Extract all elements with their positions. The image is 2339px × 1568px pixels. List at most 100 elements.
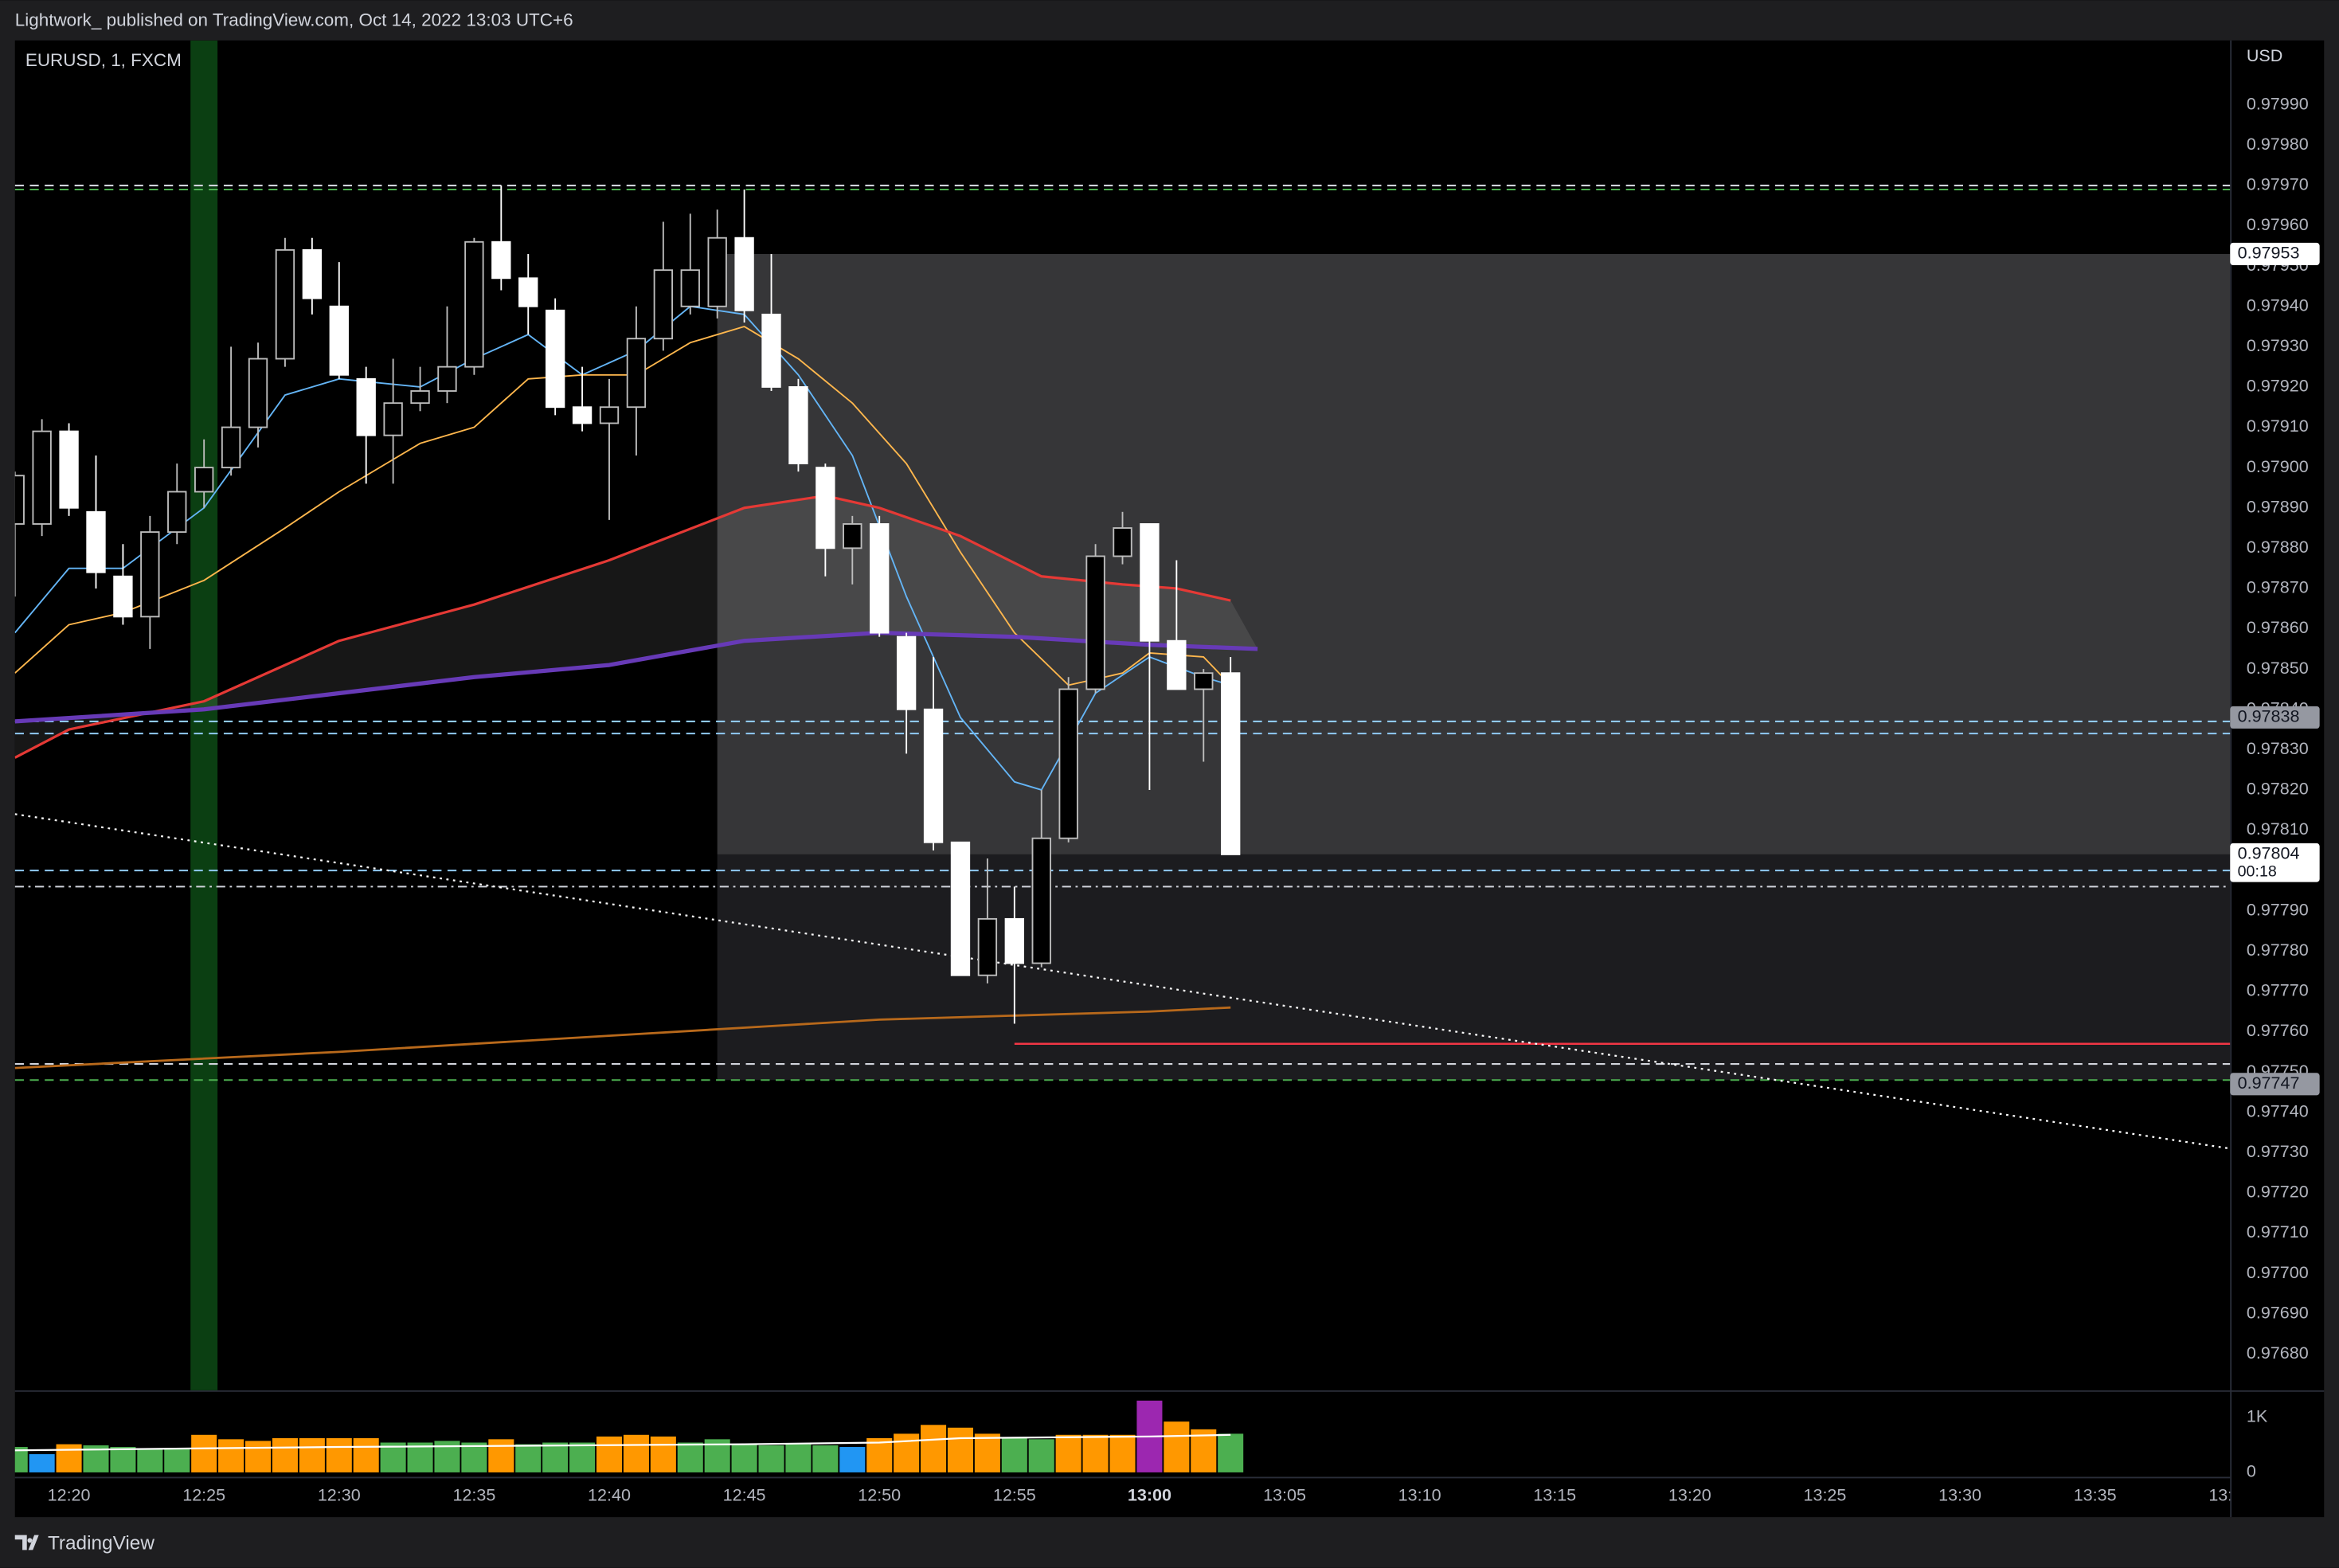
candle-body — [788, 386, 808, 465]
y-tick-label: 0.97880 — [2247, 538, 2309, 557]
y-tick-label: 0.97680 — [2247, 1343, 2309, 1363]
candle-body — [950, 841, 971, 976]
candle-body — [680, 269, 700, 307]
candle-body — [545, 309, 565, 409]
candle-body — [248, 358, 268, 428]
volume-bar — [677, 1442, 703, 1472]
volume-bar — [137, 1449, 163, 1472]
x-tick-label: 13:35 — [2074, 1486, 2117, 1505]
volume-bar — [326, 1437, 352, 1472]
ma-fill — [14, 495, 1258, 758]
y-tick-label: 0.97770 — [2247, 981, 2309, 1000]
volume-bar — [191, 1434, 217, 1472]
candle-body — [816, 467, 835, 549]
x-tick-label: 12:50 — [858, 1486, 901, 1505]
volume-bar — [894, 1433, 920, 1472]
y-tick-label: 0.97690 — [2247, 1303, 2309, 1322]
candle-body — [14, 475, 25, 525]
candle-body — [437, 366, 457, 392]
y-tick-label: 0.97960 — [2247, 215, 2309, 234]
logo — [14, 1535, 39, 1550]
candle-body — [896, 635, 917, 710]
x-tick-label: 12:55 — [993, 1486, 1036, 1505]
countdown-label: 00:18 — [2238, 863, 2277, 881]
candle-body — [572, 406, 593, 424]
volume-pane — [14, 1400, 1244, 1472]
volume-bar — [244, 1441, 272, 1472]
volume-bar — [623, 1434, 649, 1472]
volume-bar — [1164, 1421, 1190, 1472]
candle-body — [1031, 837, 1051, 964]
candle-body — [843, 523, 862, 549]
x-tick-label: 13:00 — [1128, 1486, 1171, 1505]
volume-bar — [812, 1445, 839, 1472]
moving-average — [14, 494, 1231, 759]
candle-body — [86, 510, 106, 573]
candle-body — [599, 406, 620, 424]
price-label: 0.97804 — [2238, 844, 2300, 863]
candle-body — [1194, 672, 1214, 690]
zone — [717, 854, 2231, 1081]
currency-label: USD — [2247, 46, 2282, 65]
price-label-bg — [2230, 843, 2320, 882]
y-tick-label: 0.97870 — [2247, 578, 2309, 597]
candle-body — [1085, 555, 1105, 690]
price-pane — [14, 40, 2231, 1390]
y-tick-label: 0.97780 — [2247, 940, 2309, 960]
volume-bar — [515, 1444, 542, 1472]
volume-bar — [785, 1444, 812, 1472]
candle-body — [1140, 523, 1160, 642]
candle-body — [464, 240, 484, 368]
volume-bar — [353, 1437, 379, 1472]
symbol-label: EURUSD, 1, FXCM — [25, 50, 182, 70]
volume-bar — [1218, 1433, 1244, 1472]
candle-body — [923, 708, 944, 843]
volume-bar — [14, 1447, 28, 1472]
candle-body — [977, 917, 998, 976]
price-label: 0.97953 — [2238, 244, 2300, 263]
zone — [717, 253, 2231, 854]
y-tick-label: 0.97910 — [2247, 416, 2309, 436]
volume-bar — [839, 1447, 866, 1472]
candle-body — [518, 277, 538, 307]
y-tick-label: 0.97790 — [2247, 900, 2309, 919]
logo-mark — [14, 1535, 39, 1550]
volume-bar — [596, 1436, 623, 1472]
x-tick-label: 13:30 — [1938, 1486, 1981, 1505]
y-tick-label: 0.97900 — [2247, 457, 2309, 476]
x-tick-label: 13:25 — [1804, 1486, 1847, 1505]
candle-body — [1113, 527, 1132, 557]
volume-bar — [299, 1437, 325, 1472]
y-tick-label: 0.97850 — [2247, 659, 2309, 678]
candle-body — [626, 338, 647, 409]
price-label-bg — [2230, 706, 2320, 729]
x-tick-label: 13:15 — [1533, 1486, 1576, 1505]
y-tick-label: 0.97740 — [2247, 1101, 2309, 1120]
volume-bar — [569, 1442, 596, 1472]
y-tick-label: 0.97710 — [2247, 1222, 2309, 1241]
volume-bar — [110, 1447, 136, 1472]
y-tick-label: 0.97930 — [2247, 336, 2309, 355]
candle-body — [221, 426, 241, 469]
candle-body — [194, 467, 214, 493]
candle-body — [1058, 688, 1078, 839]
y-tick-label: 0.97730 — [2247, 1142, 2309, 1161]
y-tick-label: 0.97980 — [2247, 135, 2309, 154]
candle-body — [356, 377, 376, 436]
y-tick-label: 0.97820 — [2247, 780, 2309, 799]
candle-body — [140, 531, 160, 618]
volume-bar — [164, 1449, 190, 1472]
volume-bar — [407, 1442, 433, 1472]
x-tick-label: 12:35 — [452, 1486, 495, 1505]
candle-body — [329, 305, 349, 376]
volume-bar — [866, 1437, 893, 1472]
x-tick-label: 12:30 — [318, 1486, 361, 1505]
candle-body — [275, 248, 295, 360]
price-label-bg — [2230, 242, 2320, 266]
y-tick-label: 0.97760 — [2247, 1021, 2309, 1040]
moving-average — [14, 1006, 1231, 1069]
volume-tick-label: 1K — [2247, 1406, 2268, 1425]
candle-body — [59, 430, 79, 509]
